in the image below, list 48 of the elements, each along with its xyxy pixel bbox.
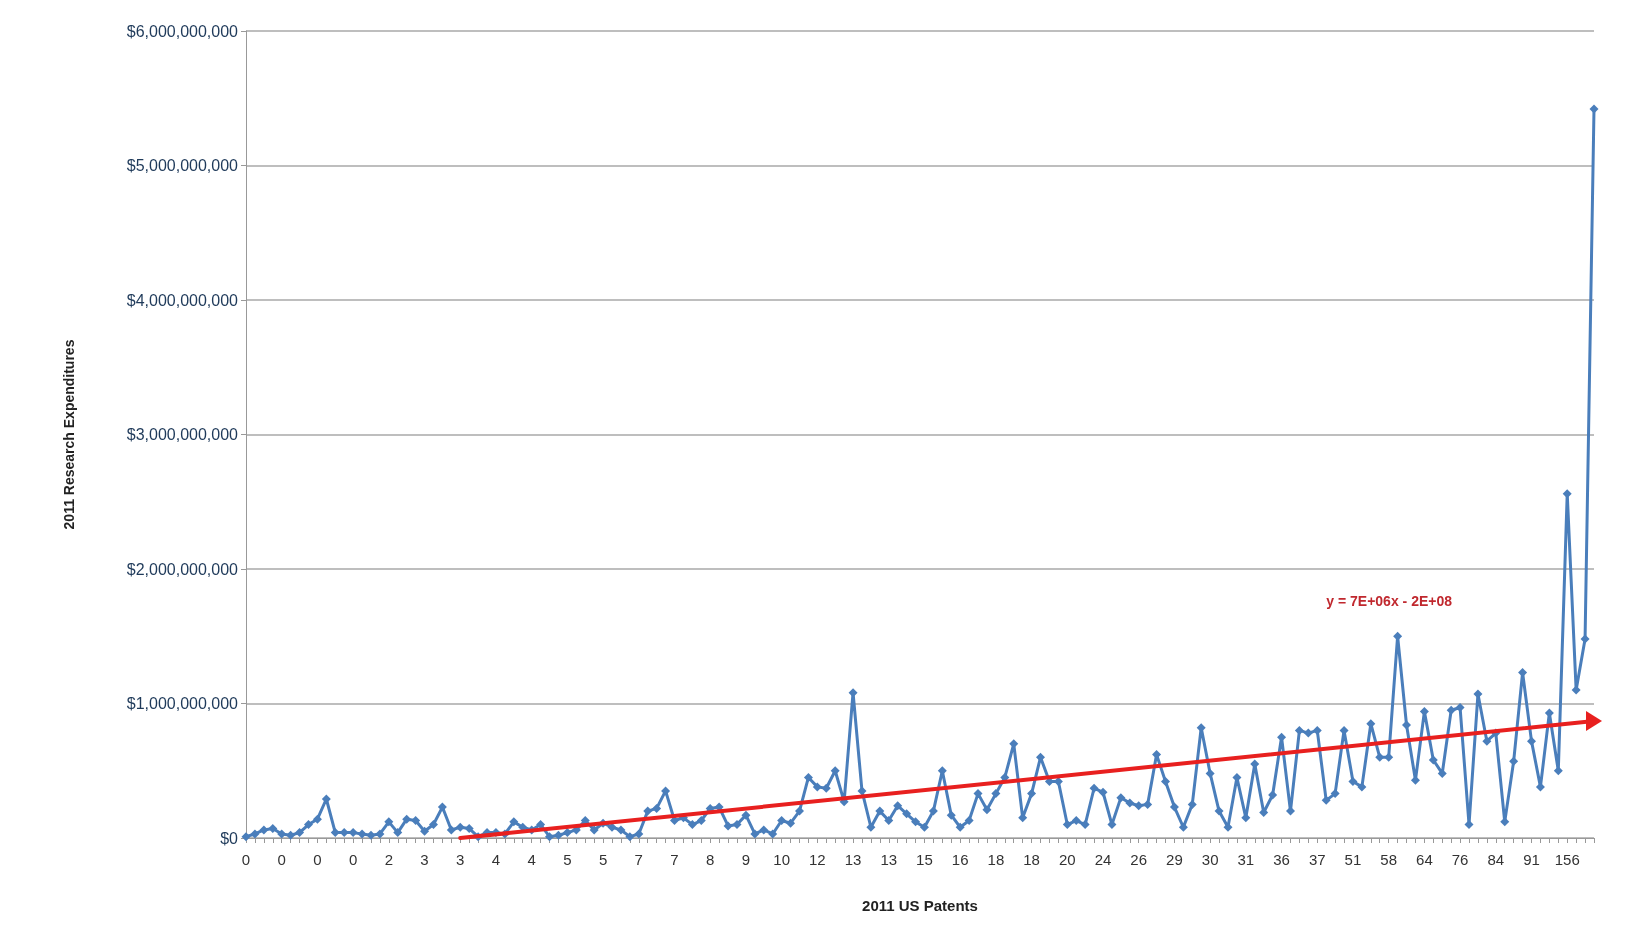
annotation: y = 7E+06x - 2E+08 — [1326, 593, 1453, 609]
x-tick-label: 3 — [420, 851, 429, 868]
x-tick-label: 7 — [670, 851, 679, 868]
x-tick-label: 13 — [880, 851, 898, 868]
x-tick-label: 13 — [844, 851, 862, 868]
x-tick-label: 4 — [491, 851, 501, 868]
x-tick-label: 58 — [1380, 851, 1398, 868]
x-tick-label: 51 — [1344, 851, 1362, 868]
x-tick-label: 5 — [598, 851, 608, 868]
y-axis-title: 2011 Research Expenditures — [61, 339, 77, 530]
x-tick-label: 64 — [1416, 851, 1433, 868]
x-tick-label: 10 — [773, 851, 790, 868]
x-tick-label: 16 — [951, 851, 969, 868]
x-tick-label: 20 — [1058, 851, 1076, 868]
x-tick-label: 7 — [634, 851, 643, 868]
x-tick-label: 0 — [241, 851, 251, 868]
x-tick-label: 5 — [563, 851, 572, 868]
x-tick-label: 4 — [527, 851, 536, 868]
y-tick-label: $5,000,000,000 — [126, 157, 239, 174]
x-axis-title: 2011 US Patents — [862, 897, 978, 914]
x-tick-label: 37 — [1308, 851, 1326, 868]
x-tick-label: 76 — [1451, 851, 1469, 868]
x-tick-label: 18 — [1023, 851, 1040, 868]
x-tick-label: 9 — [741, 851, 751, 868]
x-tick-label: 29 — [1166, 851, 1183, 868]
y-tick-label: $3,000,000,000 — [126, 426, 239, 443]
x-tick-label: 18 — [987, 851, 1005, 868]
x-tick-label: 2 — [384, 851, 394, 868]
x-tick-label: 0 — [348, 851, 358, 868]
y-tick-label: $0 — [220, 829, 239, 847]
y-tick-label: $4,000,000,000 — [126, 291, 239, 309]
x-tick-label: 12 — [808, 851, 826, 868]
x-tick-label: 24 — [1094, 851, 1112, 868]
x-tick-label: 30 — [1201, 851, 1219, 868]
x-tick-label: 36 — [1273, 851, 1290, 868]
x-tick-label: 91 — [1523, 851, 1540, 868]
y-tick-label: $2,000,000,000 — [126, 560, 239, 578]
x-tick-label: 8 — [706, 851, 715, 868]
x-tick-label: 0 — [313, 851, 322, 868]
x-tick-label: 26 — [1130, 851, 1148, 868]
x-tick-label: 31 — [1237, 851, 1255, 868]
x-tick-label: 3 — [456, 851, 465, 868]
x-tick-label: 0 — [277, 851, 286, 868]
y-tick-label: $6,000,000,000 — [126, 22, 239, 40]
y-tick-label: $1,000,000,000 — [126, 695, 239, 712]
x-tick-label: 156 — [1554, 851, 1580, 868]
x-tick-label: 84 — [1487, 851, 1505, 868]
x-tick-label: 15 — [916, 851, 933, 868]
